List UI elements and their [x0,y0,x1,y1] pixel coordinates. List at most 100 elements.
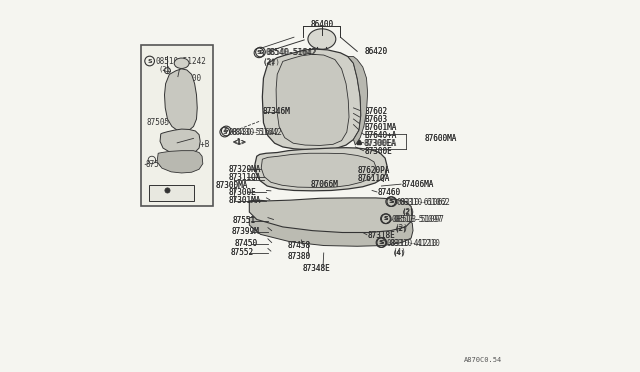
Text: 87551: 87551 [232,216,256,225]
Polygon shape [262,49,361,150]
Text: 08310-61062: 08310-61062 [397,198,447,207]
Polygon shape [358,140,362,144]
Text: S: S [379,240,383,245]
Text: 87300MA: 87300MA [216,181,248,190]
Text: 87611QA: 87611QA [357,174,390,183]
Polygon shape [348,57,367,145]
Text: 87501A: 87501A [145,160,173,169]
Text: 87380: 87380 [287,252,311,261]
Text: 08540-51642: 08540-51642 [266,48,316,57]
Text: (2): (2) [262,59,275,65]
Text: 87552: 87552 [231,248,254,257]
Text: 87320NA: 87320NA [229,165,261,174]
Text: (4): (4) [392,250,405,256]
Text: S: S [384,216,388,221]
Text: 87300E: 87300E [229,188,257,197]
Text: 08513-51097: 08513-51097 [394,215,445,224]
Polygon shape [357,141,361,144]
Text: 08430-51642: 08430-51642 [232,128,282,137]
Text: B7601MA: B7601MA [365,123,397,132]
Text: 08510-51242: 08510-51242 [156,57,207,65]
Text: 87406MA: 87406MA [402,180,434,189]
Text: 08540-51642: 08540-51642 [266,48,317,57]
Text: 87346M: 87346M [262,107,290,116]
Text: <1>: <1> [234,139,246,145]
Text: S: S [383,216,388,221]
Text: 87450: 87450 [234,239,257,248]
Text: 87066M: 87066M [310,180,339,189]
Text: (2): (2) [402,208,416,217]
Text: B7640+A: B7640+A [365,131,397,140]
Text: B7602: B7602 [365,107,388,116]
Text: S: S [147,58,152,64]
Text: 87300MA: 87300MA [216,181,248,190]
Text: 87600MA: 87600MA [424,134,456,143]
Text: (2): (2) [262,58,276,67]
Text: 87320NA: 87320NA [229,165,261,174]
Text: 87380: 87380 [287,252,311,261]
Text: 08513-51097: 08513-51097 [392,215,442,224]
Circle shape [165,188,170,193]
Text: 87552: 87552 [231,248,254,257]
Text: 87348E: 87348E [302,264,330,273]
Text: 87311QA: 87311QA [229,173,261,182]
Text: B7603: B7603 [365,115,388,124]
Text: 87611QA: 87611QA [357,174,390,183]
Text: S: S [388,199,393,204]
Polygon shape [357,140,360,143]
Text: S: S [223,129,227,135]
Text: 86420: 86420 [365,47,388,56]
Text: <1>: <1> [232,138,246,147]
Text: (4): (4) [392,250,405,256]
Polygon shape [157,151,203,173]
Text: 87620PA: 87620PA [357,166,390,174]
Text: 24346TB: 24346TB [157,193,189,202]
Text: (2): (2) [394,225,407,232]
Text: A870C0.54: A870C0.54 [464,357,502,363]
Text: 08430-51642: 08430-51642 [228,128,279,137]
FancyBboxPatch shape [141,45,213,206]
Text: 87348E: 87348E [302,264,330,273]
Polygon shape [255,148,387,191]
Text: 87600MA: 87600MA [424,134,456,143]
Text: (4): (4) [392,248,406,257]
Text: 87301MA: 87301MA [229,196,261,205]
Text: 87458: 87458 [287,241,311,250]
Text: 87551: 87551 [232,216,256,225]
Text: 87300E: 87300E [229,188,257,197]
Text: S: S [380,240,384,245]
Text: 87620PA: 87620PA [357,166,390,174]
Text: 87399M: 87399M [232,227,259,236]
Text: 87300E: 87300E [365,147,392,155]
Text: S: S [257,50,261,55]
Polygon shape [261,153,376,187]
Polygon shape [250,198,412,232]
Text: <1>: <1> [232,139,245,145]
Text: 87066M: 87066M [310,180,339,189]
Text: B7640+A: B7640+A [365,131,397,140]
Text: 87300EA: 87300EA [365,139,397,148]
Text: 08310-41210: 08310-41210 [389,239,440,248]
Text: 87460: 87460 [378,188,401,197]
Text: 87301MA: 87301MA [229,196,261,205]
Text: 87399M: 87399M [232,227,259,236]
Text: 87050: 87050 [168,164,191,173]
Text: 08310-41210: 08310-41210 [387,239,438,248]
Bar [149,185,193,201]
Text: 87505+B: 87505+B [177,140,209,149]
Text: 87460: 87460 [378,188,401,197]
Text: B7602: B7602 [365,107,388,116]
Polygon shape [164,69,197,131]
Polygon shape [160,129,200,154]
Text: 87311QA: 87311QA [229,173,261,182]
Text: (2): (2) [402,209,415,215]
Text: 87458: 87458 [287,241,311,250]
Text: 87346M: 87346M [262,107,290,116]
Ellipse shape [174,58,189,68]
Text: S: S [390,199,394,204]
Polygon shape [276,54,349,145]
Text: 86400: 86400 [310,20,333,29]
Ellipse shape [308,29,336,49]
Text: 87300E: 87300E [365,147,392,155]
Text: S: S [258,49,263,55]
